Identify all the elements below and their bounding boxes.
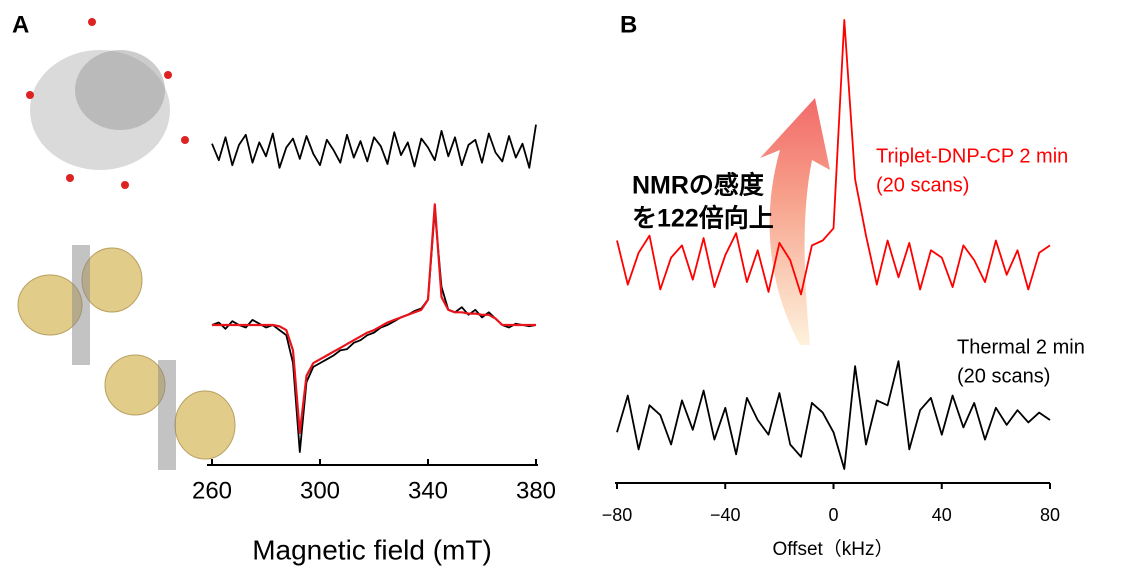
x-tick-label: 260 <box>192 477 232 504</box>
x-tick-label: 0 <box>828 505 838 525</box>
panel-label: A <box>12 11 29 38</box>
x-tick-label: 80 <box>1040 505 1060 525</box>
x-tick-label: −40 <box>710 505 741 525</box>
x-axis-label: Magnetic field (mT) <box>252 534 492 565</box>
annotation: を122倍向上 <box>632 204 774 233</box>
spectrum-line <box>616 360 1051 470</box>
annotation: (20 scans) <box>957 365 1050 387</box>
x-tick-label: 380 <box>516 477 556 504</box>
spectrum-line <box>616 19 1051 296</box>
x-tick-label: 40 <box>932 505 952 525</box>
x-tick-label: −80 <box>602 505 633 525</box>
annotation: Triplet-DNP-CP 2 min <box>876 145 1068 167</box>
spectrum-line <box>211 209 537 453</box>
x-axis-label: Offset（kHz） <box>772 538 893 560</box>
x-tick-label: 300 <box>300 477 340 504</box>
panel-label: B <box>620 11 637 38</box>
x-tick-label: 340 <box>408 477 448 504</box>
enhancement-arrow <box>760 98 830 345</box>
molecule-host <box>17 245 236 470</box>
annotation: (20 scans) <box>876 174 969 196</box>
spectrum-line <box>212 203 536 434</box>
spectrum-line <box>211 124 537 169</box>
molecule-cluster <box>26 18 189 189</box>
annotation: Thermal 2 min <box>957 336 1085 358</box>
annotation: NMRの感度 <box>632 171 764 200</box>
